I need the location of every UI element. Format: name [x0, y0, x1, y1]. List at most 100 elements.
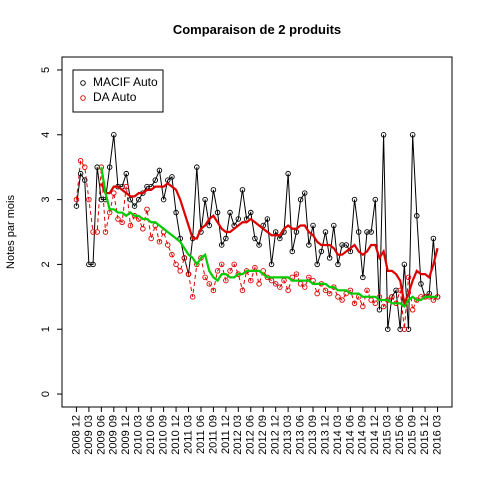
data-point	[252, 235, 258, 242]
data-point	[335, 294, 341, 300]
data-point	[202, 196, 208, 203]
data-point	[351, 196, 358, 203]
data-point	[401, 326, 408, 332]
data-point	[285, 170, 291, 177]
data-point	[185, 271, 192, 277]
data-point	[414, 213, 420, 219]
y-tick-label: 1	[40, 326, 52, 332]
x-tick-label: 2011 06	[195, 415, 207, 454]
data-point	[368, 229, 374, 235]
data-point	[102, 229, 109, 235]
x-tick-label: 2014 03	[332, 415, 344, 455]
data-point	[264, 216, 271, 222]
data-point	[380, 303, 387, 310]
data-point	[73, 196, 80, 203]
x-tick-label: 2014 09	[357, 415, 369, 455]
data-point	[206, 281, 213, 287]
data-point	[169, 251, 175, 258]
data-point	[218, 261, 225, 268]
data-point	[152, 177, 159, 183]
data-point	[372, 300, 379, 307]
data-point	[223, 235, 229, 242]
data-point	[268, 261, 275, 268]
data-point	[376, 307, 383, 313]
data-point	[256, 281, 262, 287]
data-point	[156, 238, 163, 245]
data-point	[409, 307, 416, 313]
data-point	[210, 287, 217, 294]
x-tick-label: 2016 03	[431, 415, 443, 455]
x-tick-label: 2015 12	[419, 415, 431, 455]
data-point	[173, 261, 179, 268]
x-tick-label: 2009 12	[120, 415, 132, 455]
x-tick-label: 2011 09	[207, 415, 219, 454]
data-point	[239, 287, 246, 294]
data-point	[86, 196, 92, 203]
y-tick-label: 4	[40, 132, 52, 138]
legend-marker	[80, 80, 86, 86]
y-tick-label: 2	[40, 261, 52, 267]
data-point	[272, 281, 279, 287]
x-tick-label: 2015 09	[407, 415, 419, 455]
data-point	[214, 209, 221, 216]
data-point	[81, 164, 88, 170]
data-point	[123, 183, 130, 190]
y-tick-label: 3	[40, 197, 52, 203]
data-point	[331, 222, 337, 229]
data-point	[119, 219, 125, 226]
x-tick-label: 2011 12	[220, 415, 232, 454]
data-point	[194, 261, 200, 268]
legend-label: DA Auto	[93, 90, 137, 104]
x-tick-label: 2015 06	[394, 415, 406, 455]
data-point	[127, 222, 134, 229]
data-point	[301, 284, 308, 290]
x-tick-label: 2011 03	[182, 415, 194, 454]
legend-marker	[80, 95, 86, 101]
data-point	[310, 222, 316, 229]
x-tick-label: 2008 12	[70, 415, 82, 455]
data-point	[405, 274, 412, 281]
data-point	[140, 226, 146, 232]
data-point	[210, 187, 217, 193]
x-tick-label: 2010 03	[133, 415, 145, 455]
data-point	[202, 274, 208, 281]
data-point	[339, 297, 345, 303]
data-point	[148, 235, 154, 242]
data-point	[123, 170, 130, 177]
data-point	[111, 132, 117, 138]
data-point	[301, 190, 308, 196]
x-tick-label: 2009 03	[83, 415, 95, 455]
data-point	[198, 255, 204, 261]
data-point	[77, 157, 84, 164]
data-point	[165, 242, 171, 248]
data-point	[322, 229, 329, 235]
data-point	[223, 277, 229, 284]
data-point	[248, 277, 254, 284]
data-point	[318, 248, 325, 255]
data-point	[77, 170, 84, 177]
data-point	[355, 229, 362, 235]
data-point	[106, 164, 113, 170]
x-tick-label: 2014 12	[369, 415, 381, 455]
legend-box	[72, 69, 164, 113]
y-tick-label: 5	[40, 67, 52, 73]
data-point	[306, 242, 312, 248]
data-point	[131, 203, 138, 209]
data-point	[289, 248, 296, 255]
y-tick-label: 0	[40, 391, 52, 397]
data-point	[277, 284, 283, 290]
series-line	[75, 159, 438, 330]
data-point	[360, 303, 366, 310]
data-point	[115, 216, 121, 222]
data-point	[218, 242, 225, 248]
data-point	[206, 222, 213, 229]
data-point	[177, 268, 183, 274]
x-tick-label: 2009 09	[108, 415, 120, 455]
x-tick-label: 2012 12	[270, 415, 282, 455]
x-tick-label: 2009 06	[95, 415, 107, 455]
legend-label: MACIF Auto	[93, 75, 158, 89]
y-axis-label: Notes par mois	[5, 195, 17, 269]
data-point	[181, 255, 188, 261]
